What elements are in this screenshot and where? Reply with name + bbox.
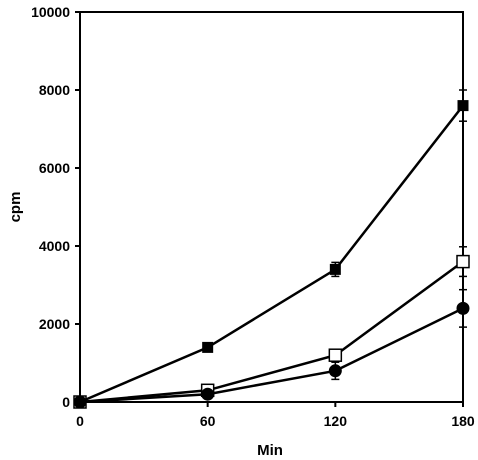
y-tick-label: 2000 xyxy=(39,316,70,332)
plot-frame xyxy=(79,11,464,403)
series-1 xyxy=(74,89,469,408)
x-tick-label: 180 xyxy=(451,413,475,429)
series-line xyxy=(79,307,464,404)
x-tick-label: 60 xyxy=(200,413,216,429)
plot-area xyxy=(75,11,464,407)
series-3 xyxy=(73,288,470,409)
data-point xyxy=(328,348,343,362)
data-point xyxy=(328,364,342,378)
series-line xyxy=(79,104,464,404)
data-point xyxy=(456,254,470,269)
y-tick-label: 0 xyxy=(62,394,70,410)
data-point xyxy=(329,263,341,275)
y-tick-label: 8000 xyxy=(39,82,70,98)
series-layer xyxy=(73,89,470,409)
data-point xyxy=(457,100,469,112)
series-2 xyxy=(73,246,470,409)
tick-labels: 0 2000 4000 6000 8000 10000 0 60 120 180 xyxy=(31,4,475,429)
data-point xyxy=(202,341,214,353)
y-tick-label: 6000 xyxy=(39,160,70,176)
y-axis-label: cpm xyxy=(7,192,24,223)
x-tick-label: 120 xyxy=(324,413,348,429)
data-point xyxy=(456,301,470,315)
data-point xyxy=(201,387,215,401)
series-line xyxy=(79,260,464,404)
y-tick-label: 10000 xyxy=(31,4,70,20)
x-tick-label: 0 xyxy=(76,413,84,429)
x-axis-label: Min xyxy=(257,442,283,459)
data-point xyxy=(73,395,87,409)
y-tick-label: 4000 xyxy=(39,238,70,254)
